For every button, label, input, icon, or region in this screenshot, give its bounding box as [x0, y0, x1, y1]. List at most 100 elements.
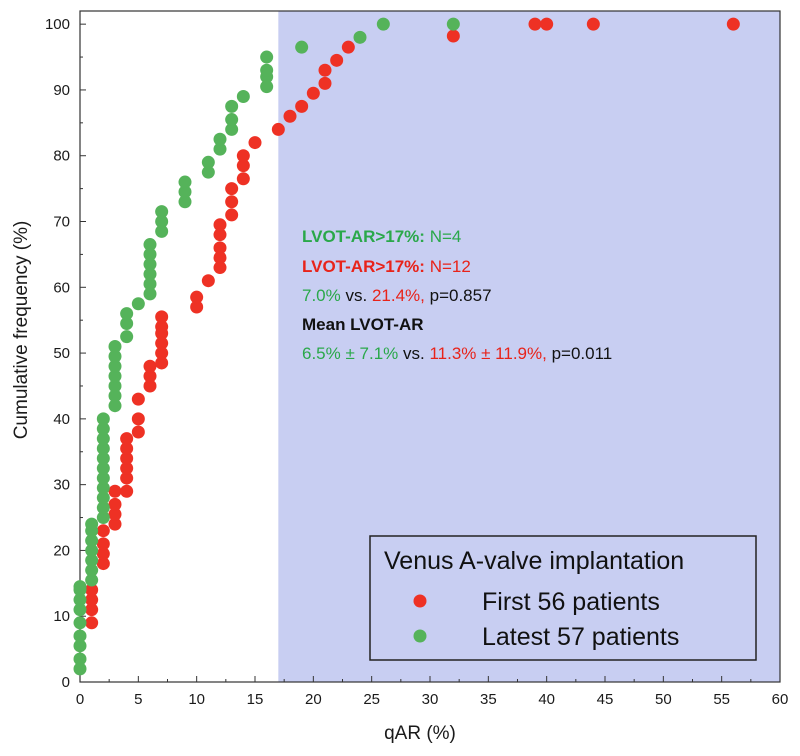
data-point-latest	[108, 340, 122, 353]
data-point-latest	[85, 573, 99, 587]
data-point-latest	[295, 40, 309, 54]
data-point-latest	[108, 349, 122, 363]
data-point-first	[213, 228, 227, 242]
data-point-latest	[178, 175, 192, 189]
data-point-first	[96, 524, 110, 538]
y-tick-label: 80	[53, 148, 70, 165]
y-tick-label: 10	[53, 608, 70, 625]
data-point-latest	[96, 501, 110, 515]
data-point-latest	[178, 195, 192, 209]
data-point-latest	[108, 399, 122, 413]
annotation-vs-2: vs.	[403, 344, 429, 363]
data-point-latest	[143, 287, 157, 301]
data-point-first	[318, 63, 332, 77]
data-point-first	[96, 557, 110, 571]
annotation-mean-title: Mean LVOT-AR	[302, 315, 424, 334]
data-point-first	[190, 290, 204, 304]
legend: Venus A-valve implantation First 56 pati…	[369, 535, 757, 661]
data-point-latest	[96, 412, 110, 426]
data-point-latest	[96, 441, 110, 455]
data-point-first	[248, 136, 262, 150]
annotation-line-1: LVOT-AR>17%: N=4	[302, 227, 461, 246]
data-point-first	[120, 441, 134, 455]
x-tick-label: 50	[655, 691, 672, 708]
data-point-first	[446, 29, 460, 43]
data-point-latest	[73, 593, 87, 607]
data-point-latest	[201, 155, 215, 169]
data-point-latest	[96, 471, 110, 485]
legend-marker-latest	[413, 629, 427, 643]
data-point-first	[225, 195, 239, 209]
data-point-first	[283, 109, 297, 123]
y-tick-label: 0	[62, 674, 70, 691]
data-point-latest	[225, 113, 239, 127]
data-point-first	[143, 359, 157, 373]
data-point-first	[155, 356, 169, 370]
x-tick-label: 5	[134, 691, 142, 708]
data-point-first	[131, 412, 145, 426]
legend-box	[369, 535, 757, 661]
data-point-latest	[376, 17, 390, 31]
data-point-latest	[201, 165, 215, 179]
data-point-first	[236, 149, 250, 163]
data-point-latest	[96, 451, 110, 465]
data-point-first	[225, 208, 239, 222]
annotation-line-3: 7.0% vs. 21.4%, p=0.857	[302, 286, 492, 305]
annotation-green-label: LVOT-AR>17%:	[302, 227, 425, 246]
data-point-latest	[73, 616, 87, 630]
data-point-first	[155, 336, 169, 350]
annotation-block: LVOT-AR>17%: N=4 LVOT-AR>17%: N=12 7.0% …	[302, 227, 612, 363]
data-point-first	[295, 99, 309, 113]
data-point-first	[190, 300, 204, 314]
data-point-latest	[260, 63, 274, 77]
data-point-latest	[108, 359, 122, 373]
annotation-line-5: 6.5% ± 7.1% vs. 11.3% ± 11.9%, p=0.011	[302, 344, 612, 363]
data-point-latest	[236, 90, 250, 104]
data-point-first	[120, 471, 134, 485]
x-axis-title: qAR (%)	[384, 723, 456, 744]
data-point-latest	[85, 534, 99, 548]
data-point-first	[108, 497, 122, 511]
data-point-latest	[96, 491, 110, 505]
data-point-first	[108, 507, 122, 521]
data-point-latest	[85, 553, 99, 567]
data-point-first	[85, 593, 99, 607]
annotation-p-value-2: p=0.011	[552, 344, 613, 363]
y-tick-label: 20	[53, 542, 70, 559]
data-point-first	[155, 320, 169, 334]
data-point-first	[540, 17, 554, 31]
data-point-first	[131, 392, 145, 406]
data-point-latest	[225, 122, 239, 136]
y-tick-label: 50	[53, 345, 70, 362]
data-point-latest	[85, 563, 99, 577]
data-point-latest	[155, 205, 169, 219]
data-point-first	[586, 17, 600, 31]
data-point-latest	[96, 481, 110, 495]
data-point-latest	[120, 307, 134, 321]
y-tick-label: 90	[53, 82, 70, 99]
x-tick-label: 60	[772, 691, 789, 708]
annotation-red-rate: 21.4%,	[372, 286, 425, 305]
x-tick-label: 55	[713, 691, 730, 708]
data-point-latest	[155, 215, 169, 229]
data-point-first	[85, 616, 99, 630]
data-point-latest	[178, 185, 192, 199]
data-point-first	[108, 517, 122, 531]
data-point-latest	[108, 369, 122, 383]
data-point-latest	[85, 543, 99, 557]
data-point-latest	[155, 224, 169, 238]
data-point-first	[143, 379, 157, 393]
data-point-latest	[96, 432, 110, 446]
legend-marker-first	[413, 594, 427, 608]
data-point-latest	[213, 142, 227, 156]
x-tick-label: 30	[422, 691, 439, 708]
data-point-latest	[73, 629, 87, 643]
data-point-first	[143, 369, 157, 383]
data-point-latest	[73, 639, 87, 653]
legend-label-first: First 56 patients	[482, 588, 660, 616]
x-tick-label: 15	[247, 691, 264, 708]
data-point-first	[155, 310, 169, 324]
data-point-first	[120, 432, 134, 446]
data-point-latest	[143, 247, 157, 261]
x-tick-label: 25	[363, 691, 380, 708]
